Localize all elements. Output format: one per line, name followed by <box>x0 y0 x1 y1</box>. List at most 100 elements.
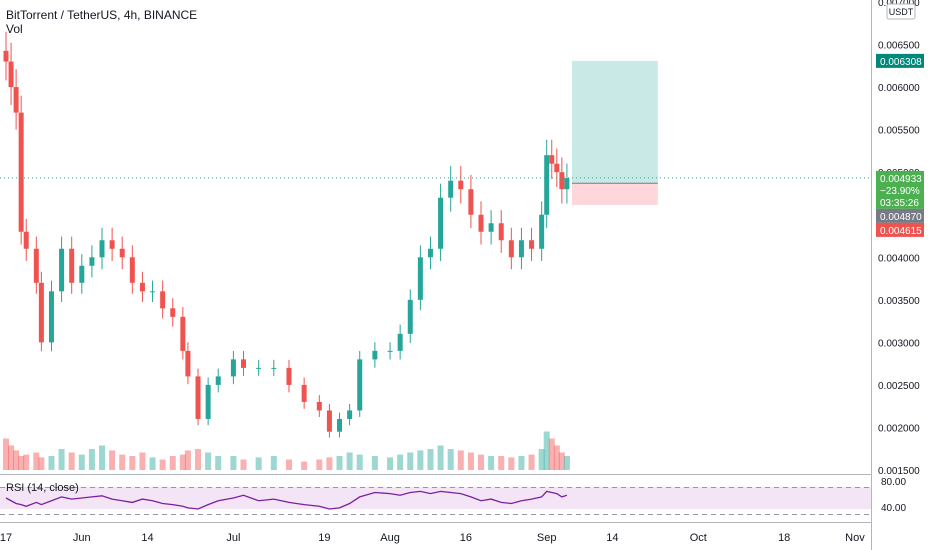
volume-bar <box>518 456 525 470</box>
time-tick-label: Jun <box>73 532 91 544</box>
target-price-badge <box>876 53 924 68</box>
candle-body <box>205 384 211 419</box>
volume-bar <box>23 454 30 470</box>
volume-bar <box>356 454 363 470</box>
volume-bar <box>184 450 191 470</box>
entry-price-label: 0.004870 <box>880 212 922 223</box>
profit-zone[interactable] <box>571 60 658 184</box>
volume-bar <box>38 457 45 470</box>
volume-bar <box>397 454 404 470</box>
price-tick-label: 0.002000 <box>878 423 920 434</box>
candle-body <box>8 61 14 88</box>
volume-bar <box>417 450 424 470</box>
volume-bar <box>109 450 116 470</box>
candle-body <box>69 248 75 283</box>
rsi-band <box>0 487 871 509</box>
volume-label: Vol <box>6 22 23 36</box>
candle-body <box>347 410 353 419</box>
volume-bar <box>3 438 9 470</box>
volume-bar <box>88 449 95 470</box>
entry-price-badge <box>876 208 924 223</box>
time-tick-label: Aug <box>380 532 400 544</box>
rsi-label: RSI (14, close) <box>6 482 79 494</box>
time-tick-label: Nov <box>845 532 865 544</box>
time-tick-label: 19 <box>318 532 330 544</box>
volume-bars <box>3 431 570 470</box>
candle-body <box>180 316 186 351</box>
volume-bar <box>336 456 343 470</box>
rsi-line <box>5 490 568 510</box>
volume-bar <box>68 452 75 470</box>
volume-bar <box>139 452 146 470</box>
time-tick-label: Sep <box>537 532 557 544</box>
volume-bar <box>48 456 55 470</box>
price-tick-label: 0.004000 <box>878 253 920 264</box>
candle-body <box>529 240 535 249</box>
candle-body <box>99 240 105 258</box>
volume-bar <box>563 456 570 470</box>
price-tick-label: 0.006500 <box>878 41 920 52</box>
price-axis[interactable]: 0.0070000.0065000.0060000.0055000.005000… <box>878 0 920 477</box>
candle-body <box>119 248 125 258</box>
candle-body <box>372 350 378 360</box>
price-tick-label: 0.003000 <box>878 338 920 349</box>
candle-body <box>508 240 514 258</box>
candle-body <box>518 240 524 258</box>
candle-body <box>286 367 292 385</box>
candle-body <box>559 172 565 190</box>
time-tick-label: 14 <box>606 532 618 544</box>
volume-bar <box>447 449 454 470</box>
volume-bar <box>467 452 474 470</box>
time-tick-label: Oct <box>690 532 707 544</box>
volume-bar <box>13 450 20 470</box>
volume-bar <box>169 456 176 470</box>
candle-body <box>438 197 444 249</box>
candle-body <box>18 112 24 232</box>
candle-body <box>139 282 145 292</box>
price-tick-label: 0.001500 <box>878 466 920 477</box>
candle-body <box>478 214 484 232</box>
price-tick-label: 0.006000 <box>878 83 920 94</box>
candle-body <box>59 248 65 292</box>
volume-bar <box>543 431 550 470</box>
candle-body <box>170 308 176 317</box>
candle-body <box>33 248 39 283</box>
candle-body <box>387 350 393 352</box>
time-axis[interactable]: 17 Jun 14 Jul 19 Aug 16 Sep 14 Oct 18 Nov <box>0 532 865 544</box>
volume-bar <box>346 452 353 470</box>
candle-body <box>316 401 322 411</box>
candle-body <box>256 367 262 369</box>
volume-bar <box>498 456 505 470</box>
candle-body <box>38 282 44 343</box>
price-tick-label: 0.003500 <box>878 296 920 307</box>
currency-button[interactable] <box>886 3 916 20</box>
candle-body <box>357 359 363 411</box>
candle-body <box>230 359 236 377</box>
stop-price-label: 0.004615 <box>880 226 922 237</box>
candle-body <box>427 248 433 258</box>
candle-body <box>150 291 156 293</box>
candle-body <box>241 359 247 368</box>
change-percent-label: −23.90% <box>880 186 920 197</box>
candle-body <box>271 367 277 369</box>
currency-button-label: USDT <box>889 7 914 17</box>
volume-bar <box>301 461 308 470</box>
volume-bar <box>371 456 378 470</box>
current-price-badge <box>876 170 924 209</box>
candle-body <box>129 257 135 283</box>
candle-body <box>3 50 9 62</box>
loss-zone[interactable] <box>571 183 658 205</box>
time-tick-label: Jul <box>226 532 240 544</box>
candle-body <box>23 231 29 249</box>
candle-body <box>195 376 201 419</box>
volume-bar <box>553 445 560 470</box>
candle-body <box>79 265 85 283</box>
time-tick-label: 14 <box>141 532 153 544</box>
candle-body <box>549 155 555 164</box>
candle-body <box>89 257 95 266</box>
time-tick-label: 17 <box>0 532 12 544</box>
target-price-label: 0.006308 <box>880 57 922 68</box>
volume-bar <box>179 454 186 470</box>
volume-bar <box>215 456 222 470</box>
